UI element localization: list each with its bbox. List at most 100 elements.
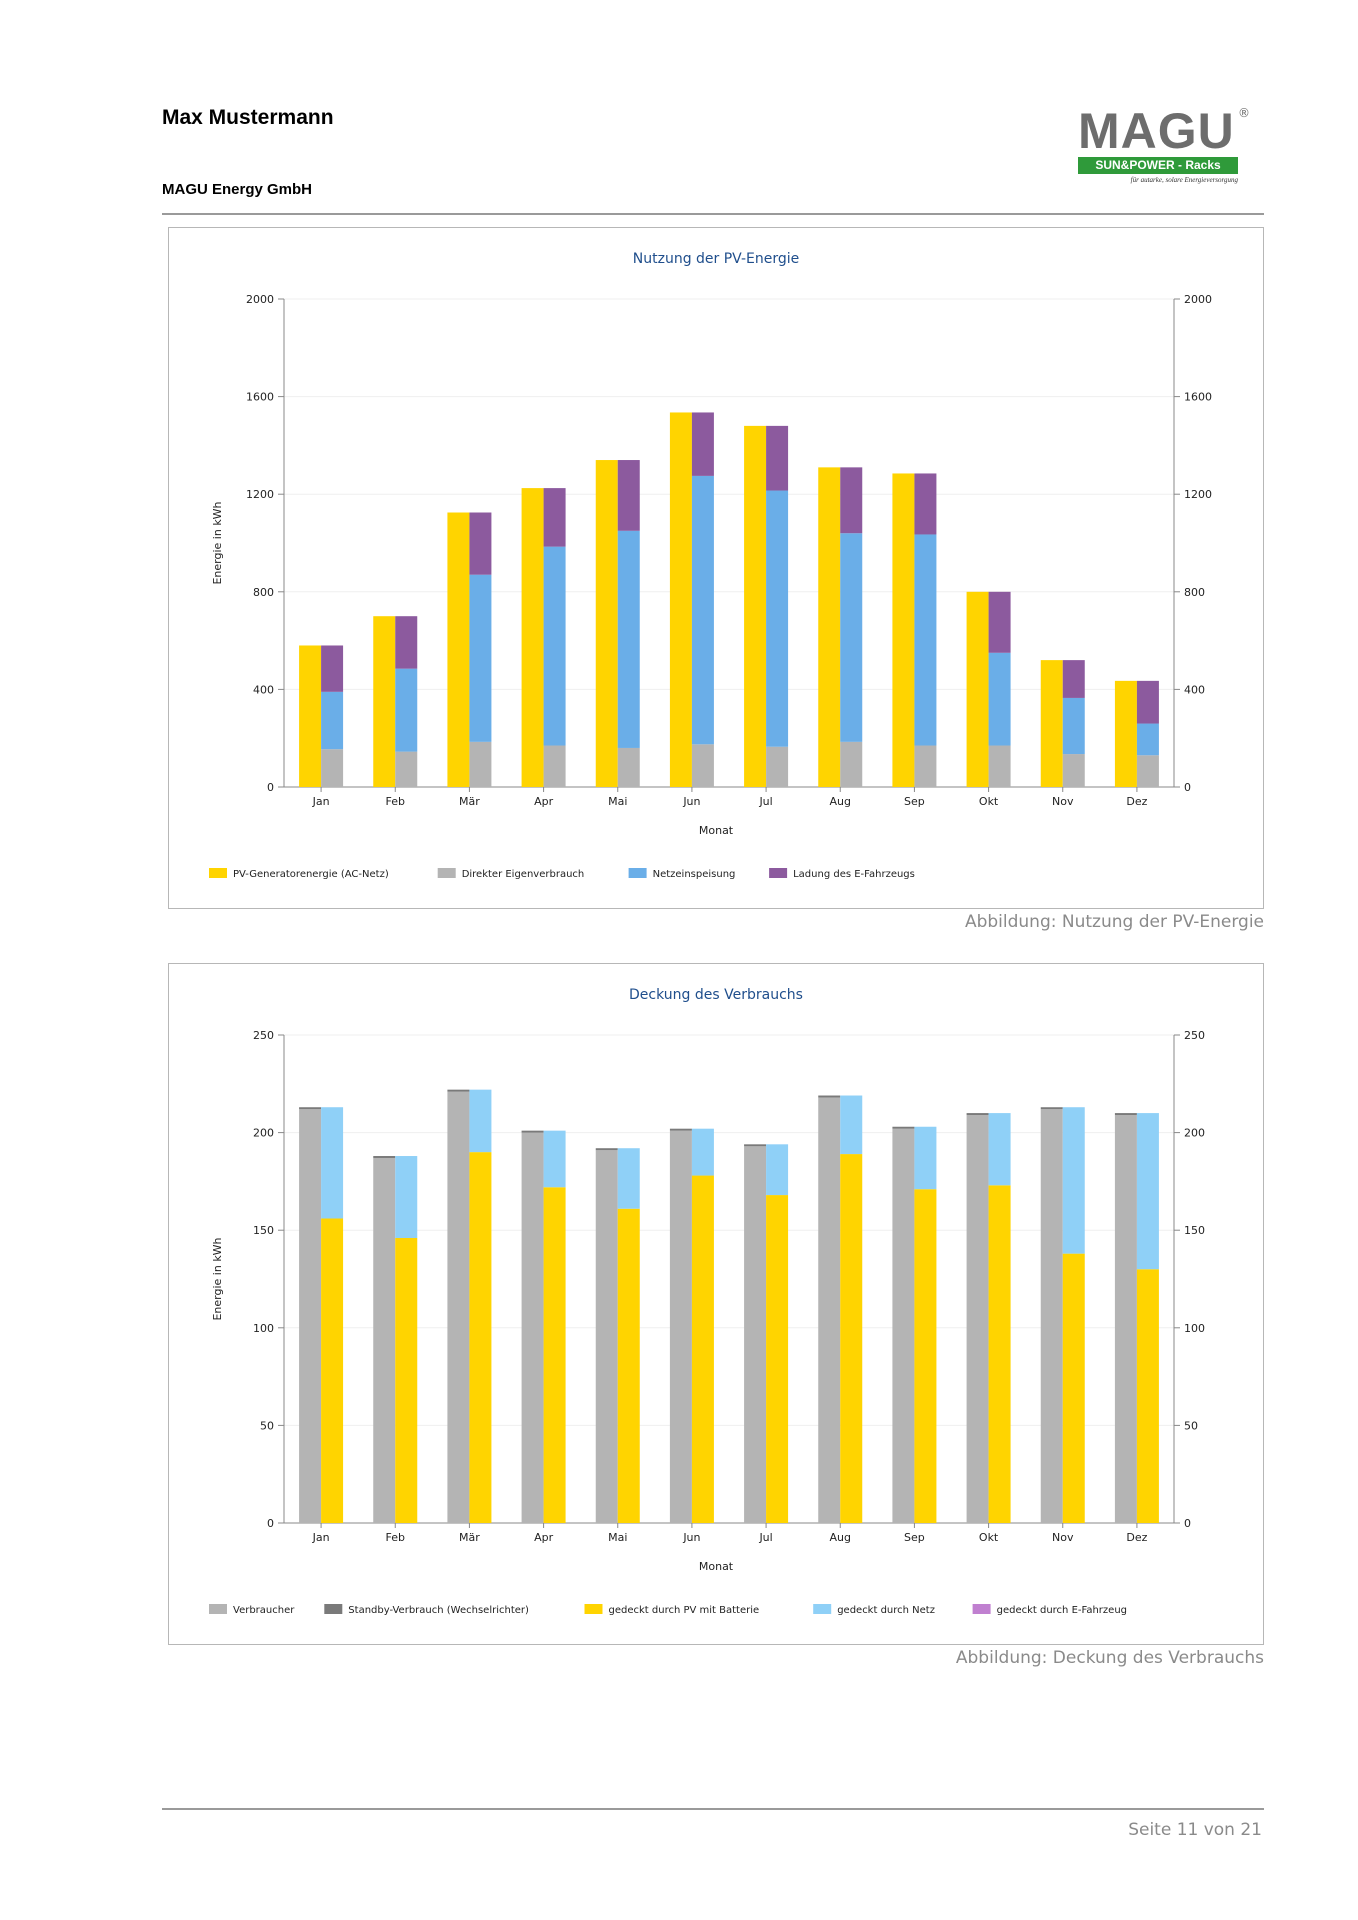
x-tick-label: Nov bbox=[1052, 795, 1074, 808]
bar-ladung-des-e-fahrzeugs-7 bbox=[840, 467, 863, 534]
bar-pv-generatorenergie-ac-netz--2 bbox=[447, 512, 470, 787]
bar-standby-verbrauch-wechselrichter--5 bbox=[669, 1128, 692, 1131]
y-tick-label-left: 1200 bbox=[246, 488, 274, 501]
y-tick-label-right: 1200 bbox=[1184, 488, 1212, 501]
bar-gedeckt-durch-netz-0 bbox=[321, 1107, 344, 1219]
bar-netzeinspeisung-0 bbox=[321, 691, 344, 750]
bar-pv-generatorenergie-ac-netz--8 bbox=[892, 473, 915, 787]
bar-gedeckt-durch-pv-mit-batterie-6 bbox=[766, 1195, 789, 1523]
bar-direkter-eigenverbrauch-2 bbox=[469, 741, 492, 787]
x-tick-label: Aug bbox=[830, 795, 851, 808]
bar-gedeckt-durch-pv-mit-batterie-4 bbox=[617, 1208, 640, 1523]
bar-gedeckt-durch-netz-10 bbox=[1062, 1107, 1085, 1254]
y-tick-label-left: 0 bbox=[267, 781, 274, 794]
bar-gedeckt-durch-pv-mit-batterie-8 bbox=[914, 1189, 937, 1523]
bar-pv-generatorenergie-ac-netz--6 bbox=[744, 425, 767, 787]
x-tick-label: Nov bbox=[1052, 1531, 1074, 1544]
bar-verbraucher-6 bbox=[744, 1146, 767, 1523]
chart-title: Nutzung der PV-Energie bbox=[633, 251, 799, 267]
footer-divider bbox=[162, 1808, 1264, 1810]
bar-gedeckt-durch-netz-3 bbox=[543, 1130, 566, 1188]
bar-direkter-eigenverbrauch-1 bbox=[395, 751, 418, 787]
bar-gedeckt-durch-netz-7 bbox=[840, 1095, 863, 1155]
bar-standby-verbrauch-wechselrichter--10 bbox=[1040, 1107, 1063, 1110]
bar-pv-generatorenergie-ac-netz--11 bbox=[1114, 680, 1137, 787]
x-axis-label: Monat bbox=[699, 1560, 734, 1573]
y-tick-label-right: 150 bbox=[1184, 1224, 1205, 1237]
y-tick-label-left: 1600 bbox=[246, 391, 274, 404]
bar-ladung-des-e-fahrzeugs-2 bbox=[469, 512, 492, 575]
consumption-coverage-chart: Deckung des Verbrauchs 0 0 50 50 100 100 150 150… bbox=[168, 963, 1264, 1645]
bar-verbraucher-2 bbox=[447, 1091, 470, 1523]
bar-gedeckt-durch-netz-5 bbox=[691, 1128, 714, 1176]
logo-tagline: für autarke, solare Energieversorgung bbox=[1130, 176, 1238, 184]
bar-ladung-des-e-fahrzeugs-6 bbox=[766, 425, 789, 491]
legend-label: gedeckt durch PV mit Batterie bbox=[609, 1605, 760, 1616]
y-tick-label-right: 400 bbox=[1184, 683, 1205, 696]
bar-verbraucher-4 bbox=[595, 1150, 618, 1523]
y-tick-label-left: 2000 bbox=[246, 293, 274, 306]
bar-standby-verbrauch-wechselrichter--6 bbox=[744, 1144, 767, 1147]
bar-netzeinspeisung-3 bbox=[543, 546, 566, 746]
company-name: MAGU Energy GmbH bbox=[162, 181, 313, 198]
legend-label: Direkter Eigenverbrauch bbox=[462, 869, 585, 880]
bar-ladung-des-e-fahrzeugs-4 bbox=[617, 460, 640, 531]
bar-verbraucher-7 bbox=[818, 1097, 841, 1523]
bar-gedeckt-durch-netz-1 bbox=[395, 1156, 418, 1239]
bar-gedeckt-durch-netz-9 bbox=[988, 1113, 1011, 1186]
bar-direkter-eigenverbrauch-6 bbox=[766, 746, 789, 787]
x-tick-label: Jan bbox=[312, 1531, 330, 1544]
bar-gedeckt-durch-pv-mit-batterie-3 bbox=[543, 1187, 566, 1523]
bar-gedeckt-durch-pv-mit-batterie-9 bbox=[988, 1185, 1011, 1523]
bar-netzeinspeisung-10 bbox=[1062, 697, 1085, 755]
x-tick-label: Mär bbox=[459, 1531, 480, 1544]
legend-label: PV-Generatorenergie (AC-Netz) bbox=[233, 869, 389, 880]
bar-verbraucher-0 bbox=[299, 1109, 322, 1523]
bar-gedeckt-durch-pv-mit-batterie-5 bbox=[691, 1175, 714, 1523]
bar-gedeckt-durch-netz-6 bbox=[766, 1144, 789, 1196]
bar-pv-generatorenergie-ac-netz--9 bbox=[966, 591, 989, 787]
bar-direkter-eigenverbrauch-8 bbox=[914, 745, 937, 787]
y-tick-label-right: 0 bbox=[1184, 1517, 1191, 1530]
bar-standby-verbrauch-wechselrichter--2 bbox=[447, 1089, 470, 1092]
bar-pv-generatorenergie-ac-netz--10 bbox=[1040, 660, 1063, 787]
bar-ladung-des-e-fahrzeugs-9 bbox=[988, 591, 1011, 653]
legend-label: Ladung des E-Fahrzeugs bbox=[793, 869, 915, 880]
x-tick-label: Feb bbox=[386, 795, 405, 808]
bar-pv-generatorenergie-ac-netz--5 bbox=[669, 412, 692, 787]
legend-swatch bbox=[437, 868, 456, 878]
y-tick-label-left: 0 bbox=[267, 1517, 274, 1530]
y-tick-label-left: 800 bbox=[253, 586, 274, 599]
bar-netzeinspeisung-1 bbox=[395, 668, 418, 752]
legend-swatch bbox=[972, 1604, 991, 1614]
x-tick-label: Aug bbox=[830, 1531, 851, 1544]
bar-verbraucher-5 bbox=[669, 1130, 692, 1523]
bar-ladung-des-e-fahrzeugs-1 bbox=[395, 616, 418, 669]
bar-standby-verbrauch-wechselrichter--9 bbox=[966, 1113, 989, 1116]
bar-gedeckt-durch-pv-mit-batterie-2 bbox=[469, 1152, 492, 1523]
x-tick-label: Feb bbox=[386, 1531, 405, 1544]
bar-gedeckt-durch-pv-mit-batterie-10 bbox=[1062, 1253, 1085, 1523]
x-tick-label: Sep bbox=[904, 795, 925, 808]
x-tick-label: Apr bbox=[534, 1531, 554, 1544]
bar-direkter-eigenverbrauch-3 bbox=[543, 745, 566, 787]
author-name: Max Mustermann bbox=[162, 106, 334, 129]
x-tick-label: Jul bbox=[758, 1531, 772, 1544]
bar-direkter-eigenverbrauch-0 bbox=[321, 749, 344, 787]
x-tick-label: Mär bbox=[459, 795, 480, 808]
legend-label: gedeckt durch E-Fahrzeug bbox=[997, 1605, 1127, 1616]
bar-standby-verbrauch-wechselrichter--1 bbox=[373, 1156, 396, 1158]
logo-band: SUN&POWER - Racks bbox=[1078, 157, 1238, 174]
bar-gedeckt-durch-pv-mit-batterie-11 bbox=[1136, 1269, 1159, 1523]
y-tick-label-left: 250 bbox=[253, 1029, 274, 1042]
y-axis-label: Energie in kWh bbox=[211, 1237, 224, 1320]
legend-swatch bbox=[584, 1604, 603, 1614]
bar-pv-generatorenergie-ac-netz--4 bbox=[595, 460, 618, 787]
y-tick-label-right: 800 bbox=[1184, 586, 1205, 599]
x-tick-label: Mai bbox=[608, 1531, 627, 1544]
bar-ladung-des-e-fahrzeugs-3 bbox=[543, 488, 566, 547]
bar-netzeinspeisung-2 bbox=[469, 574, 492, 742]
bar-gedeckt-durch-netz-2 bbox=[469, 1089, 492, 1153]
x-axis-label: Monat bbox=[699, 824, 734, 837]
chart-title: Deckung des Verbrauchs bbox=[629, 987, 803, 1003]
